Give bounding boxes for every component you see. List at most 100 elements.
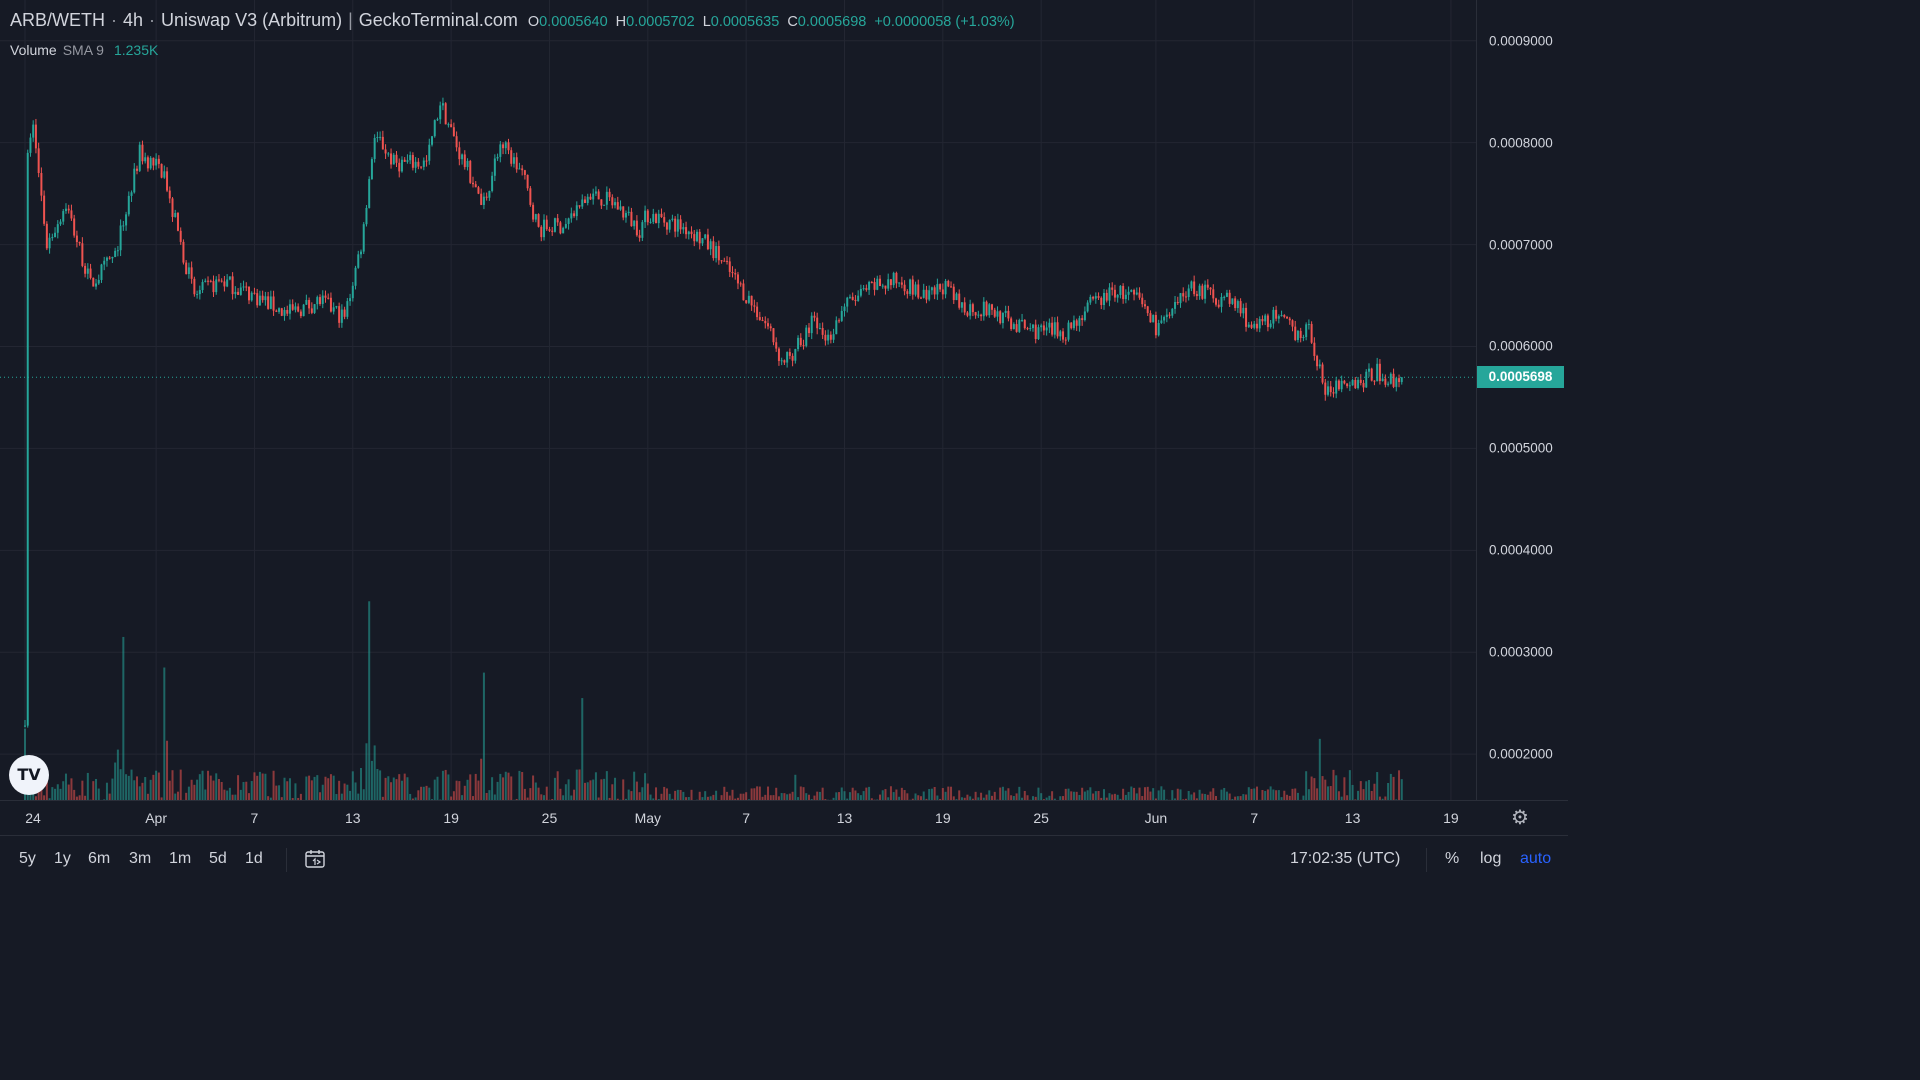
candle-body [958, 293, 961, 308]
volume-bar [64, 773, 67, 800]
volume-bar [390, 782, 393, 800]
volume-bar [217, 779, 220, 800]
volume-bar [971, 798, 974, 800]
candle-body [1174, 302, 1177, 309]
volume-bar [163, 667, 166, 800]
volume-bar [1337, 791, 1340, 800]
volume-bar [75, 796, 78, 800]
candle-body [1400, 377, 1403, 383]
candle-body [838, 320, 841, 322]
candle-body [518, 168, 521, 170]
time-scale[interactable]: ⚙ 24 Apr 7 13 19 25 May 7 13 19 25 Jun 7 13 19 [0, 800, 1568, 835]
candle-body [373, 137, 376, 160]
candle-body [909, 279, 912, 294]
candle-body [570, 213, 573, 219]
candle-body [420, 166, 423, 168]
volume-bar [365, 743, 368, 800]
candle-layer [24, 97, 1403, 728]
time-tick-label: 13 [1344, 810, 1361, 826]
range-6m-button[interactable]: 6m [88, 850, 111, 867]
candle-body [474, 184, 477, 188]
candle-body [1138, 292, 1141, 298]
volume-bar [1398, 770, 1401, 800]
log-scale-toggle[interactable]: log [1480, 850, 1502, 867]
volume-bar [196, 779, 199, 800]
settings-gear-icon[interactable]: ⚙ [1511, 807, 1529, 829]
volume-bar [1387, 783, 1390, 800]
volume-bar [848, 792, 851, 800]
volume-bar [105, 782, 108, 800]
volume-bar [1215, 796, 1218, 800]
candle-body [540, 226, 543, 238]
range-5d-button[interactable]: 5d [209, 850, 227, 867]
auto-scale-toggle[interactable]: auto [1520, 850, 1552, 867]
legend-separator: · [149, 10, 156, 30]
volume-bar [534, 782, 537, 800]
price-chart[interactable] [0, 0, 1476, 800]
candle-body [777, 348, 780, 361]
candle-body [75, 235, 78, 243]
volume-bar [1105, 797, 1108, 800]
candle-body [1310, 323, 1313, 343]
volume-bar [980, 792, 983, 800]
volume-bar [45, 771, 48, 800]
range-1y-button[interactable]: 1y [54, 850, 71, 867]
date-range-calendar-icon[interactable] [304, 848, 326, 870]
chart-area[interactable]: ARB/WETH · 4h · Uniswap V3 (Arbitrum) | … [0, 0, 1476, 800]
candle-body [349, 298, 352, 302]
volume-bar [425, 785, 428, 800]
volume-bar [474, 773, 477, 800]
percent-scale-toggle[interactable]: % [1445, 850, 1460, 867]
candle-body [1135, 292, 1138, 295]
candle-body [1067, 322, 1070, 340]
volume-bar [43, 795, 46, 800]
candle-body [758, 317, 761, 320]
candle-body [171, 198, 174, 217]
candle-body [633, 220, 636, 227]
candle-body [1206, 284, 1209, 288]
volume-bar [818, 791, 821, 800]
range-5y-button[interactable]: 5y [19, 850, 36, 867]
volume-legend[interactable]: Volume SMA 9 1.235K [10, 42, 158, 58]
tradingview-logo[interactable]: TV [9, 755, 49, 795]
price-scale[interactable]: 0.0009000 0.0008000 0.0007000 0.0006000 0.00… [1476, 0, 1568, 800]
utc-clock[interactable]: 17:02:35 (UTC) [1290, 850, 1401, 867]
candle-body [583, 199, 586, 203]
volume-bar [237, 775, 240, 800]
candle-body [1220, 296, 1223, 307]
price-tick-label: 0.0004000 [1489, 542, 1553, 558]
volume-bar [493, 794, 496, 800]
volume-bar [665, 788, 668, 800]
volume-bar [215, 773, 218, 800]
volume-bar [417, 790, 420, 800]
candle-body [960, 302, 963, 308]
candle-body [941, 289, 944, 295]
candle-body [944, 280, 947, 295]
candle-body [917, 284, 920, 298]
range-3m-button[interactable]: 3m [129, 850, 152, 867]
volume-bar [384, 777, 387, 800]
candle-body [1239, 301, 1242, 314]
volume-bar [171, 770, 174, 800]
volume-bar [1053, 798, 1056, 800]
volume-bar [1075, 791, 1078, 800]
range-1d-button[interactable]: 1d [245, 850, 263, 867]
volume-bar [1365, 781, 1368, 800]
volume-bar [851, 787, 854, 800]
interval[interactable]: 4h [123, 10, 144, 30]
time-tick-label: 13 [345, 810, 361, 826]
volume-bar [862, 791, 865, 800]
price-tick-label: 0.0007000 [1489, 237, 1553, 253]
candle-body [433, 120, 436, 137]
volume-bar [461, 795, 464, 800]
candle-body [851, 296, 854, 300]
candle-body [1056, 322, 1059, 337]
volume-bar [663, 786, 666, 800]
range-1m-button[interactable]: 1m [169, 850, 192, 867]
candle-body [392, 154, 395, 165]
candle-body [715, 246, 718, 259]
volume-bar [286, 781, 289, 800]
volume-bar [231, 794, 234, 800]
candle-body [879, 278, 882, 287]
candle-body [1277, 316, 1280, 319]
